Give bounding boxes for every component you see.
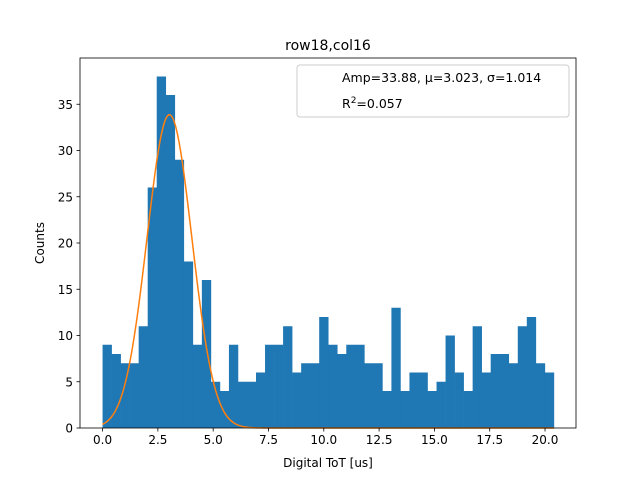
x-axis-label: Digital ToT [us] (283, 456, 373, 470)
y-tick-label: 0 (65, 422, 73, 436)
histogram-bar (490, 354, 501, 428)
histogram-bar (165, 95, 176, 428)
x-tick-label: 20.0 (532, 433, 559, 447)
histogram-bar (337, 354, 347, 428)
histogram-bar (301, 363, 311, 428)
histogram-bar (283, 326, 293, 428)
legend-r-symbol: R (342, 96, 351, 111)
histogram-bar (481, 372, 491, 428)
histogram-bar (174, 159, 185, 428)
histogram-bar (156, 76, 167, 428)
histogram-bar (147, 187, 158, 428)
histogram-bar (129, 363, 139, 428)
y-axis-label: Counts (33, 222, 47, 264)
histogram-bar (463, 391, 473, 428)
histogram-bar (472, 326, 482, 428)
histogram-bar (292, 372, 302, 428)
x-tick-label: 2.5 (148, 433, 167, 447)
histogram-bar (535, 363, 546, 428)
x-tick-label: 7.5 (259, 433, 278, 447)
histogram-bar (373, 363, 383, 428)
y-tick-label: 5 (65, 375, 73, 389)
histogram-bar (499, 354, 510, 428)
histogram-bar (445, 335, 455, 428)
y-tick-label: 25 (58, 190, 73, 204)
histogram-bar (219, 391, 230, 428)
histogram-bar (436, 381, 446, 428)
legend-r-squared: R2=0.057 (342, 96, 403, 111)
histogram-bar (391, 307, 401, 428)
histogram-bar (120, 363, 130, 428)
histogram-bar (192, 344, 203, 428)
histogram-bar (409, 372, 419, 428)
histogram-bar (544, 372, 555, 428)
x-tick-label: 15.0 (421, 433, 448, 447)
x-tick-label: 0.0 (93, 433, 112, 447)
histogram-bar (355, 344, 365, 428)
histogram-bar (310, 363, 320, 428)
y-tick-label: 30 (58, 144, 73, 158)
legend-box (296, 64, 570, 118)
x-tick-label: 5.0 (204, 433, 223, 447)
histogram-bar (228, 344, 239, 428)
legend-r-superscript: 2 (351, 96, 357, 106)
histogram-bar (382, 391, 392, 428)
y-tick-label: 15 (58, 283, 73, 297)
legend-r-value: =0.057 (356, 96, 402, 111)
histogram-bar (427, 391, 437, 428)
histogram-bar (319, 317, 329, 428)
histogram-bar (246, 381, 257, 428)
histogram-bar (210, 381, 221, 428)
histogram-bar (111, 354, 121, 428)
histogram-bar (328, 344, 338, 428)
y-axis-ticks: 0 5 10 15 20 25 30 35 (58, 98, 80, 436)
legend: Amp=33.88, μ=3.023, σ=1.014 R2=0.057 (296, 64, 570, 118)
x-tick-label: 10.0 (310, 433, 337, 447)
histogram-bar (418, 372, 428, 428)
x-tick-label: 12.5 (366, 433, 393, 447)
histogram-bar (201, 280, 212, 428)
x-axis-ticks: 0.0 2.5 5.0 7.5 10.0 12.5 15.0 17.5 20.0 (93, 428, 558, 447)
histogram-bar (346, 344, 356, 428)
histogram-bar (526, 317, 537, 428)
histogram-bar (508, 363, 519, 428)
y-tick-label: 20 (58, 237, 73, 251)
histogram-bar (102, 344, 112, 428)
histogram-bars (102, 76, 555, 428)
legend-fit-params: Amp=33.88, μ=3.023, σ=1.014 (342, 70, 541, 85)
histogram-bar (400, 391, 410, 428)
histogram-bar (364, 363, 374, 428)
histogram-bar (138, 326, 148, 428)
histogram-bar (237, 381, 248, 428)
histogram-bar (265, 344, 275, 428)
histogram-bar (454, 372, 464, 428)
x-tick-label: 17.5 (476, 433, 503, 447)
chart-title: row18,col16 (285, 38, 371, 54)
y-tick-label: 35 (58, 98, 73, 112)
histogram-bar (274, 344, 284, 428)
y-tick-label: 10 (58, 329, 73, 343)
histogram-bar (183, 261, 194, 428)
histogram-bar (256, 372, 266, 428)
histogram-bar (517, 326, 528, 428)
